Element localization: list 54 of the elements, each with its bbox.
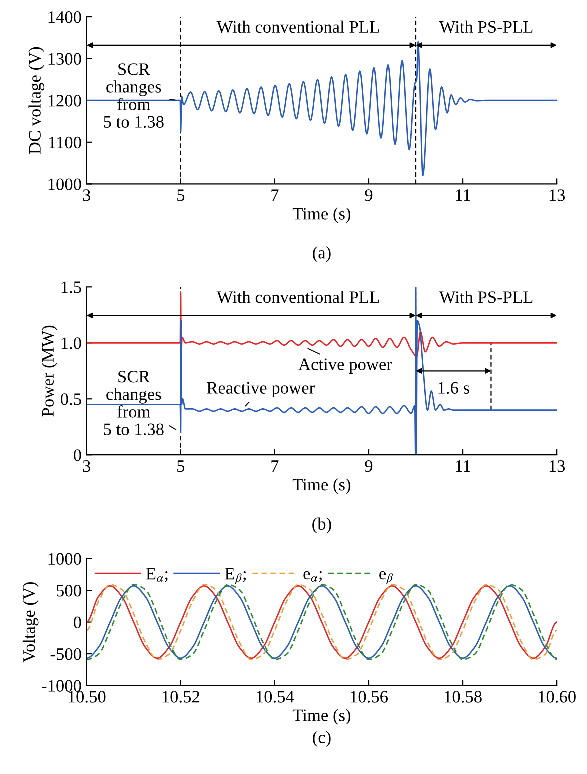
y-tick-label: 1.0 [62, 338, 82, 350]
text: (a) [313, 246, 331, 262]
x-tick-label: 3 [83, 460, 91, 472]
legend-label: e$_{β}$ [380, 571, 394, 584]
y-tick-label: 500 [56, 585, 82, 597]
legend-label: e$_{α}$; [304, 571, 322, 582]
x-tick-label: 9 [365, 460, 373, 472]
x-tick-label: 13 [550, 460, 566, 472]
y-tick-label: 1000 [48, 553, 82, 566]
x-tick-label: 7 [272, 460, 279, 472]
x-tick-label: 10.56 [350, 691, 388, 703]
x-tick-label: 13 [550, 190, 566, 202]
x-tick-label: 10.52 [162, 691, 200, 703]
annotation: Active power [298, 358, 392, 374]
x-axis-title: Time (s) [292, 208, 351, 224]
x-tick-label: 11 [456, 190, 470, 202]
x-tick-label: 9 [365, 190, 373, 202]
legend-label: E$_{α}$; [146, 568, 168, 582]
y-axis-title: DC voltage (V) [28, 47, 45, 154]
y-tick-label: 1.5 [62, 282, 82, 294]
y-tick-label: 1400 [48, 12, 82, 24]
annotation: 1.6 s [438, 382, 470, 394]
y-axis-title: Power (MW) [42, 326, 58, 417]
x-axis-title: Time (s) [292, 709, 351, 725]
y-tick-label: 1200 [48, 95, 82, 107]
text: (b) [312, 518, 332, 534]
annotation: With conventional PLL [216, 20, 380, 34]
legend-label: E$_{β}$; [225, 568, 246, 584]
y-tick-label: 1300 [48, 53, 82, 66]
annotation: SCR changes from 5 to 1.38 [104, 64, 164, 128]
x-tick-label: 10.50 [68, 691, 106, 703]
annotation: With PS-PLL [439, 20, 533, 34]
x-tick-label: 10.54 [256, 691, 294, 703]
y-axis-title: Voltage (V) [22, 582, 39, 663]
annotation: With PS-PLL [439, 291, 533, 304]
y-tick-label: 0 [74, 616, 82, 628]
y-tick-label: 0 [74, 450, 82, 462]
x-tick-label: 5 [178, 190, 185, 202]
annotation: With conventional PLL [216, 291, 380, 304]
y-tick-label: -1000 [42, 680, 82, 692]
x-tick-label: 7 [272, 190, 279, 202]
x-axis-title: Time (s) [292, 478, 351, 494]
text: (c) [313, 731, 331, 747]
x-tick-label: 5 [178, 460, 185, 472]
y-tick-label: 1000 [48, 178, 82, 190]
x-tick-label: 3 [83, 190, 91, 202]
annotation: SCR changes from 5 to 1.38 [104, 371, 164, 436]
x-tick-label: 10.60 [539, 691, 576, 703]
x-tick-label: 11 [456, 460, 470, 472]
y-tick-label: 0.5 [60, 394, 82, 406]
y-tick-label: -500 [50, 648, 82, 660]
y-tick-label: 1100 [49, 136, 82, 149]
x-tick-label: 10.58 [445, 691, 482, 703]
annotation: Reactive power [207, 382, 315, 398]
